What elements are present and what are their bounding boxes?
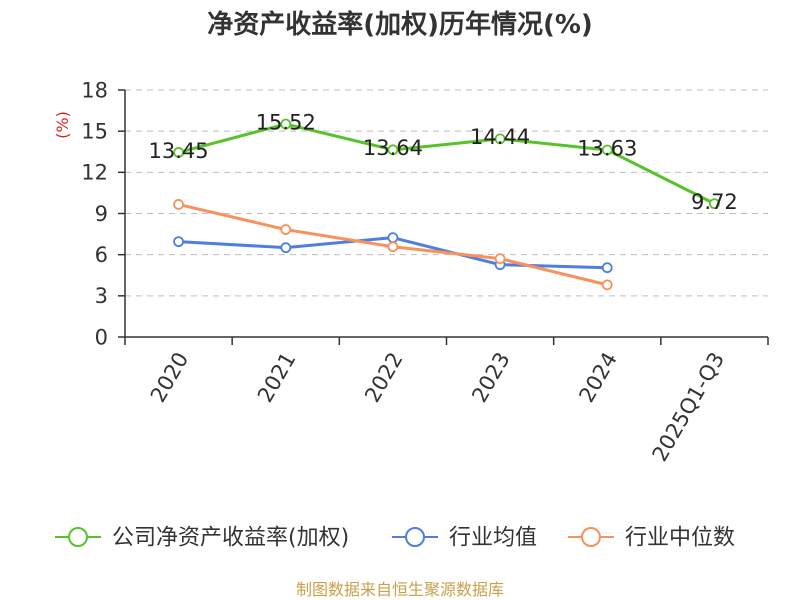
data-label: 13.63 [577, 136, 637, 160]
x-tick-label: 2020 [146, 348, 194, 406]
data-point-industry-average [280, 242, 292, 254]
legend-marker-icon [68, 527, 88, 547]
legend-marker-icon [405, 527, 425, 547]
x-tick-label: 2023 [467, 348, 515, 406]
data-point-industry-median [601, 279, 613, 291]
source-note: 制图数据来自恒生聚源数据库 [296, 580, 504, 599]
data-point-industry-median [494, 253, 506, 265]
data-label: 14.44 [470, 125, 530, 149]
series-line-company-roe [177, 122, 716, 206]
data-point-company-roe [494, 133, 506, 145]
legend-label: 行业均值 [449, 526, 537, 551]
legend-item-industry-median[interactable]: 行业中位数 [568, 526, 735, 551]
legend-item-company-roe[interactable]: 公司净资产收益率(加权) [55, 526, 349, 551]
x-tick-label: 2024 [574, 348, 622, 406]
data-label: 15.52 [256, 110, 316, 134]
x-tick-label: 2022 [360, 348, 408, 406]
axes: 0 3 6 9 12 15 18 2020 2021 2022 2023 2024 2025Q1-Q3 [81, 78, 769, 465]
data-point-company-roe [601, 144, 613, 156]
y-tick-label: 6 [95, 243, 108, 267]
data-point-industry-average [173, 236, 184, 248]
y-tick-label: 0 [95, 325, 108, 349]
series-company-roe [173, 118, 720, 210]
x-tick-label: 2025Q1-Q3 [648, 348, 730, 465]
data-label: 9.72 [691, 190, 738, 214]
data-point-industry-average [387, 232, 399, 244]
data-point-industry-median [173, 199, 184, 210]
data-labels: 13.45 15.52 13.64 14.44 13.63 9.72 [149, 110, 738, 214]
y-tick-label: 18 [81, 78, 108, 102]
data-point-industry-median [387, 241, 399, 253]
y-tick-label: 12 [81, 161, 108, 185]
data-point-company-roe [280, 118, 292, 130]
data-point-industry-median [280, 224, 292, 235]
gridlines [125, 89, 768, 297]
y-axis-label: (%) [53, 111, 72, 139]
series-industry-average [173, 232, 613, 274]
y-tick-label: 9 [95, 202, 108, 226]
legend-marker-icon [581, 527, 601, 547]
data-point-company-roe [173, 147, 184, 158]
legend: 公司净资产收益率(加权) 行业均值 行业中位数 [55, 526, 735, 551]
x-tick-label: 2021 [253, 348, 301, 406]
data-label: 13.64 [363, 136, 423, 160]
data-point-company-roe [709, 198, 720, 210]
legend-label: 行业中位数 [625, 526, 735, 551]
y-tick-label: 3 [95, 284, 108, 308]
y-tick-label: 15 [81, 120, 108, 144]
legend-item-industry-average[interactable]: 行业均值 [392, 526, 537, 551]
data-label: 13.45 [149, 139, 209, 163]
series-layer [173, 118, 720, 291]
data-point-company-roe [387, 144, 399, 156]
legend-label: 公司净资产收益率(加权) [112, 526, 349, 551]
series-industry-median [173, 199, 613, 291]
chart-title: 净资产收益率(加权)历年情况(%) [207, 9, 593, 40]
data-point-industry-average [601, 262, 613, 274]
